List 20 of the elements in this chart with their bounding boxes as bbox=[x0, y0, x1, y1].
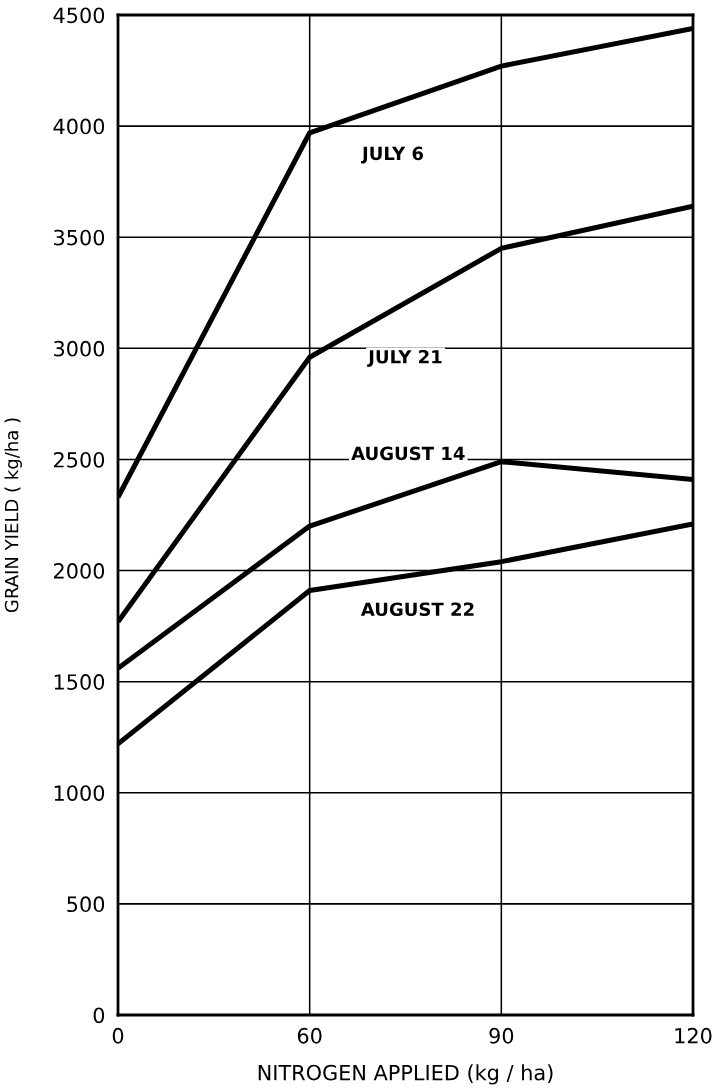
y-axis-title: GRAIN YIELD ( kg/ha ) bbox=[4, 418, 22, 613]
x-tick-label: 60 bbox=[297, 1027, 322, 1044]
y-tick-label: 3500 bbox=[54, 229, 105, 246]
x-axis-title: NITROGEN APPLIED (kg / ha) bbox=[258, 1064, 553, 1085]
y-tick-label: 1000 bbox=[54, 785, 105, 801]
y-tick-label: 2500 bbox=[54, 451, 105, 468]
x-tick-label: 120 bbox=[675, 1027, 712, 1044]
y-tick-label: 2000 bbox=[54, 563, 105, 579]
x-tick-label: 90 bbox=[489, 1027, 514, 1044]
y-tick-label: 0 bbox=[93, 1007, 105, 1024]
y-tick-label: 3000 bbox=[54, 340, 105, 357]
series-label: JULY 21 bbox=[367, 349, 442, 367]
y-tick-label: 4500 bbox=[53, 7, 105, 24]
series-label: JULY 6 bbox=[361, 146, 424, 164]
y-tick-label: 1500 bbox=[54, 674, 105, 690]
series-label: AUGUST 22 bbox=[360, 602, 474, 617]
y-tick-label: 4000 bbox=[53, 118, 105, 135]
x-tick-label: 0 bbox=[112, 1027, 124, 1044]
series-label: AUGUST 14 bbox=[351, 446, 465, 461]
y-tick-label: 500 bbox=[67, 896, 105, 913]
